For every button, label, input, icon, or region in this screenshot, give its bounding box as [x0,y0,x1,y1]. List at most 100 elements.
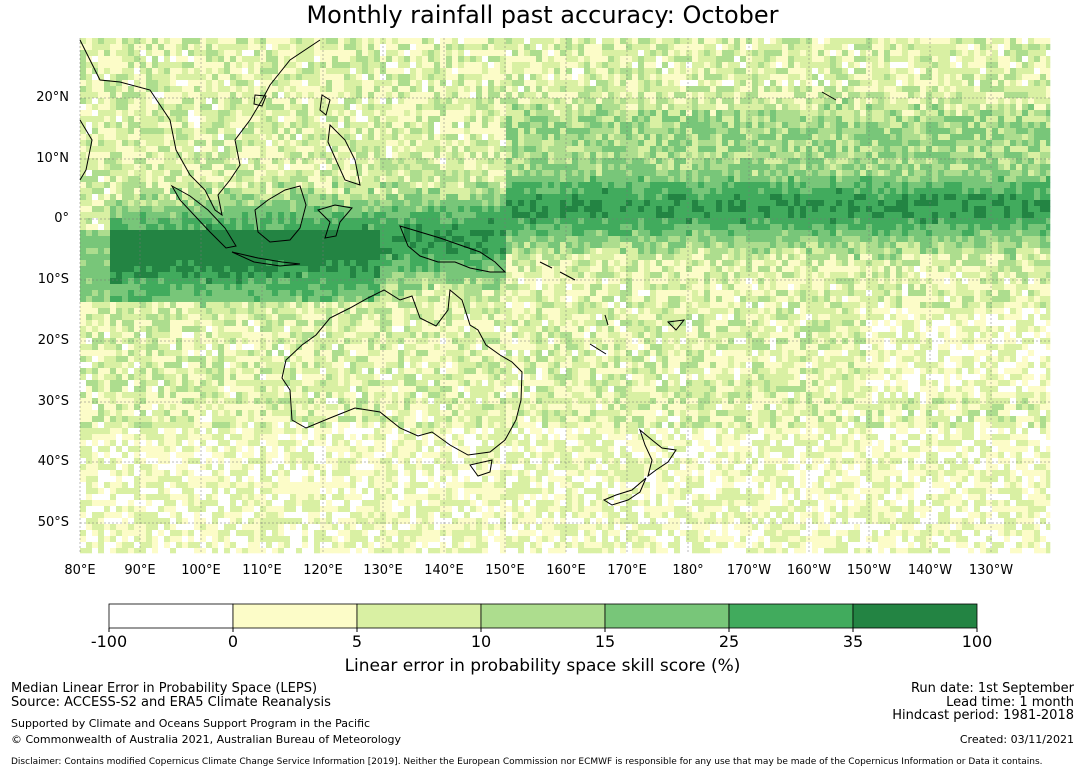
raster-cell [530,206,537,213]
raster-cell [650,44,657,51]
raster-cell [506,50,513,57]
raster-cell [842,152,849,159]
raster-cell [140,164,147,171]
raster-cell [992,116,999,123]
raster-cell [188,146,195,153]
raster-cell [242,56,249,63]
raster-cell [212,152,219,159]
raster-cell [812,122,819,129]
raster-cell [650,68,657,75]
raster-cell [254,188,261,195]
raster-cell [782,110,789,117]
raster-cell [650,38,657,45]
raster-cell [524,128,531,135]
raster-cell [386,176,393,183]
raster-cell [224,50,231,57]
raster-cell [524,182,531,189]
raster-cell [128,74,135,81]
raster-cell [320,62,327,69]
raster-cell [662,92,669,99]
raster-cell [164,62,171,69]
raster-cell [134,68,141,75]
raster-cell [404,146,411,153]
raster-cell [518,200,525,207]
raster-cell [962,80,969,87]
raster-cell [1022,176,1029,183]
raster-cell [1028,140,1035,147]
raster-cell [86,86,93,93]
raster-cell [188,104,195,111]
raster-cell [386,128,393,135]
raster-cell [206,62,213,69]
raster-cell [512,86,519,93]
raster-cell [122,116,129,123]
raster-cell [386,158,393,165]
raster-cell [854,134,861,141]
raster-cell [596,110,603,117]
raster-cell [872,134,879,141]
raster-cell [470,104,477,111]
raster-cell [800,116,807,123]
raster-cell [398,212,405,219]
raster-cell [128,170,135,177]
raster-cell [800,170,807,177]
raster-cell [470,218,477,225]
raster-cell [1046,176,1051,183]
raster-cell [302,218,309,225]
raster-cell [830,218,837,225]
raster-cell [704,182,711,189]
raster-cell [914,164,921,171]
raster-cell [650,140,657,147]
raster-cell [314,146,321,153]
raster-cell [1040,194,1047,201]
raster-cell [884,194,891,201]
raster-cell [410,164,417,171]
raster-cell [938,134,945,141]
raster-cell [674,110,681,117]
raster-cell [998,206,1005,213]
raster-cell [908,170,915,177]
raster-cell [164,152,171,159]
raster-cell [1016,158,1023,165]
raster-cell [944,38,951,45]
raster-cell [242,140,249,147]
raster-cell [122,182,129,189]
raster-cell [506,80,513,87]
raster-cell [722,194,729,201]
raster-cell [1016,212,1023,219]
raster-cell [416,74,423,81]
raster-cell [944,188,951,195]
raster-cell [818,104,825,111]
raster-cell [452,62,459,69]
raster-cell [170,158,177,165]
raster-cell [776,104,783,111]
raster-cell [920,116,927,123]
raster-cell [848,122,855,129]
raster-cell [998,68,1005,75]
raster-cell [482,110,489,117]
raster-cell [620,158,627,165]
raster-cell [704,158,711,165]
raster-cell [266,146,273,153]
raster-cell [326,140,333,147]
raster-cell [968,140,975,147]
raster-cell [488,38,495,45]
raster-cell [140,62,147,69]
raster-cell [692,182,699,189]
raster-cell [416,170,423,177]
raster-cell [1028,56,1035,63]
raster-cell [872,98,879,105]
raster-cell [164,74,171,81]
raster-cell [614,182,621,189]
raster-cell [116,128,123,135]
raster-cell [644,140,651,147]
raster-cell [344,182,351,189]
raster-cell [158,200,165,207]
raster-cell [848,80,855,87]
raster-cell [986,164,993,171]
raster-cell [134,158,141,165]
raster-cell [596,206,603,213]
raster-cell [440,206,447,213]
raster-cell [128,44,135,51]
raster-cell [344,152,351,159]
